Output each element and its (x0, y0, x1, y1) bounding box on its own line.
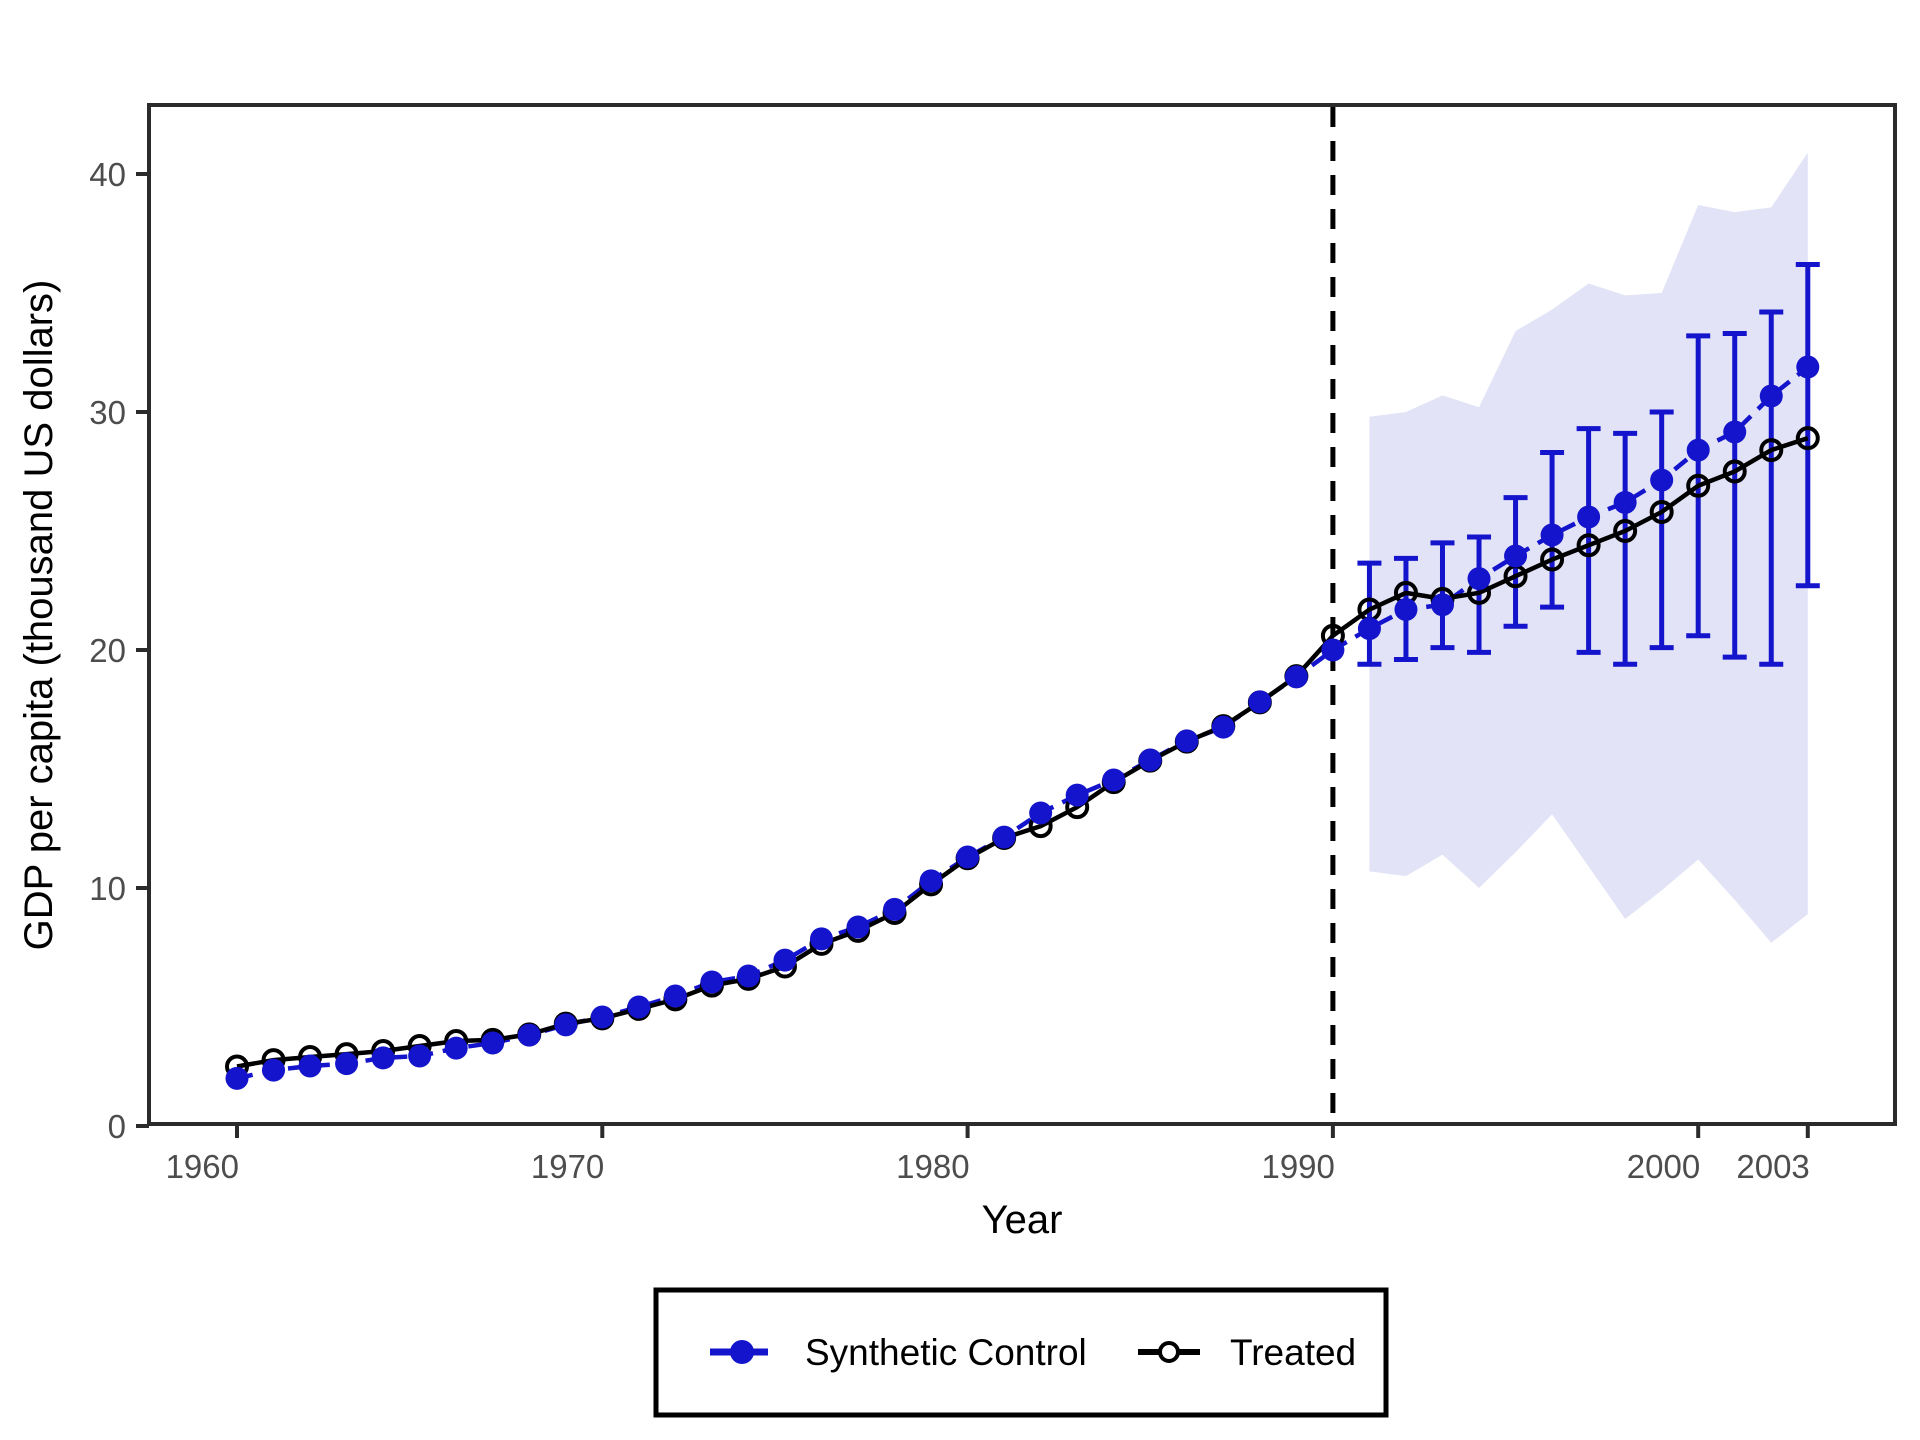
synthetic-control-point (627, 995, 651, 1019)
treated-point (1722, 459, 1747, 484)
legend-label-treated: Treated (1230, 1332, 1356, 1373)
error-bar (1795, 261, 1820, 589)
treated-point (1686, 473, 1711, 498)
treated-marker-sample (1158, 1341, 1180, 1363)
synthetic-control-point (1759, 384, 1783, 408)
legend-item-treated: Treated (1138, 1332, 1356, 1373)
synthetic-control-point (1029, 801, 1053, 825)
synthetic-control-point (1467, 567, 1491, 591)
x-tick-label: 1980 (896, 1148, 969, 1185)
error-bar (1759, 309, 1784, 667)
x-tick-label: 1990 (1261, 1148, 1334, 1185)
synthetic-control-point (1211, 715, 1235, 739)
synthetic-control-point (298, 1054, 322, 1078)
treated-point (1795, 426, 1820, 451)
synthetic-control-point (1102, 768, 1126, 792)
synthetic-control-point (736, 964, 760, 988)
synthetic-control-point (444, 1036, 468, 1060)
synthetic-control-point (1065, 783, 1089, 807)
x-tick-label: 2000 (1627, 1148, 1700, 1185)
y-tick-label: 30 (89, 394, 126, 431)
synthetic-control-point (1357, 617, 1381, 641)
legend: Synthetic Control Treated (653, 1287, 1389, 1418)
treated-point (1540, 547, 1565, 572)
legend-item-synthetic-control: Synthetic Control (710, 1332, 1087, 1373)
synthetic-control-point (225, 1066, 249, 1090)
synthetic-control-point (408, 1044, 432, 1068)
synthetic-control-point (956, 845, 980, 869)
series-markers (225, 355, 1820, 1090)
x-tick-label: 2003 (1736, 1148, 1809, 1185)
error-bar (1722, 330, 1747, 660)
synthetic-control-point (1540, 523, 1564, 547)
error-bar (1357, 560, 1382, 667)
synthetic-control-point (663, 984, 687, 1008)
treated-point (1576, 533, 1601, 558)
synthetic-control-point (481, 1031, 505, 1055)
synthetic-control-point (335, 1052, 359, 1076)
synthetic-control-point (883, 897, 907, 921)
synthetic-control-point (1723, 420, 1747, 444)
synthetic-control-point (1394, 598, 1418, 622)
synthetic-control-point (1796, 355, 1820, 379)
y-tick-label: 20 (89, 632, 126, 669)
synthetic-control-point (1284, 665, 1308, 689)
synthetic-control-point (1686, 438, 1710, 462)
synthetic-control-point (1175, 729, 1199, 753)
x-tick-label: 1960 (166, 1148, 239, 1185)
error-bar (1576, 426, 1601, 655)
synthetic-control-point (992, 825, 1016, 849)
error-bar (1613, 430, 1638, 667)
treated-point (1613, 519, 1638, 543)
y-tick-label: 10 (89, 870, 126, 907)
legend-box (653, 1287, 1389, 1418)
x-tick-label: 1970 (531, 1148, 604, 1185)
synthetic-control-point (1577, 505, 1601, 529)
y-tick-label: 0 (108, 1108, 126, 1145)
synthetic-control-point (773, 948, 797, 972)
treated-point (1649, 499, 1674, 524)
synthetic-control-point (1613, 490, 1637, 514)
y-axis-ticks: 0 10 20 30 40 (89, 156, 149, 1145)
synthetic-control-point (700, 970, 724, 994)
synthetic-control-point (262, 1058, 286, 1082)
synthetic-control-point (1248, 690, 1272, 714)
synthetic-control-point (919, 869, 943, 893)
y-axis-title: GDP per capita (thousand US dollars) (17, 280, 61, 951)
synthetic-control-marker-sample (730, 1340, 754, 1364)
synthetic-control-point (1650, 468, 1674, 492)
y-tick-label: 40 (89, 156, 126, 193)
synthetic-control-point (517, 1023, 541, 1047)
legend-label-synthetic-control: Synthetic Control (805, 1332, 1087, 1373)
synthetic-control-point (590, 1005, 614, 1029)
synthetic-control-point (1321, 638, 1345, 662)
synthetic-control-point (809, 927, 833, 951)
x-axis-title: Year (982, 1198, 1063, 1242)
treated-point (1759, 438, 1784, 463)
synthetic-control-point (554, 1013, 578, 1037)
x-axis-ticks: 1960 1970 1980 1990 2000 2003 (166, 1124, 1810, 1185)
synthetic-control-point (1138, 748, 1162, 772)
error-bar (1649, 409, 1674, 651)
synthetic-control-point (1430, 593, 1454, 617)
synthetic-control-point (1504, 544, 1528, 568)
synthetic-control-point (371, 1046, 395, 1070)
synthetic-control-point (846, 915, 870, 939)
panel-border (147, 103, 1897, 1126)
